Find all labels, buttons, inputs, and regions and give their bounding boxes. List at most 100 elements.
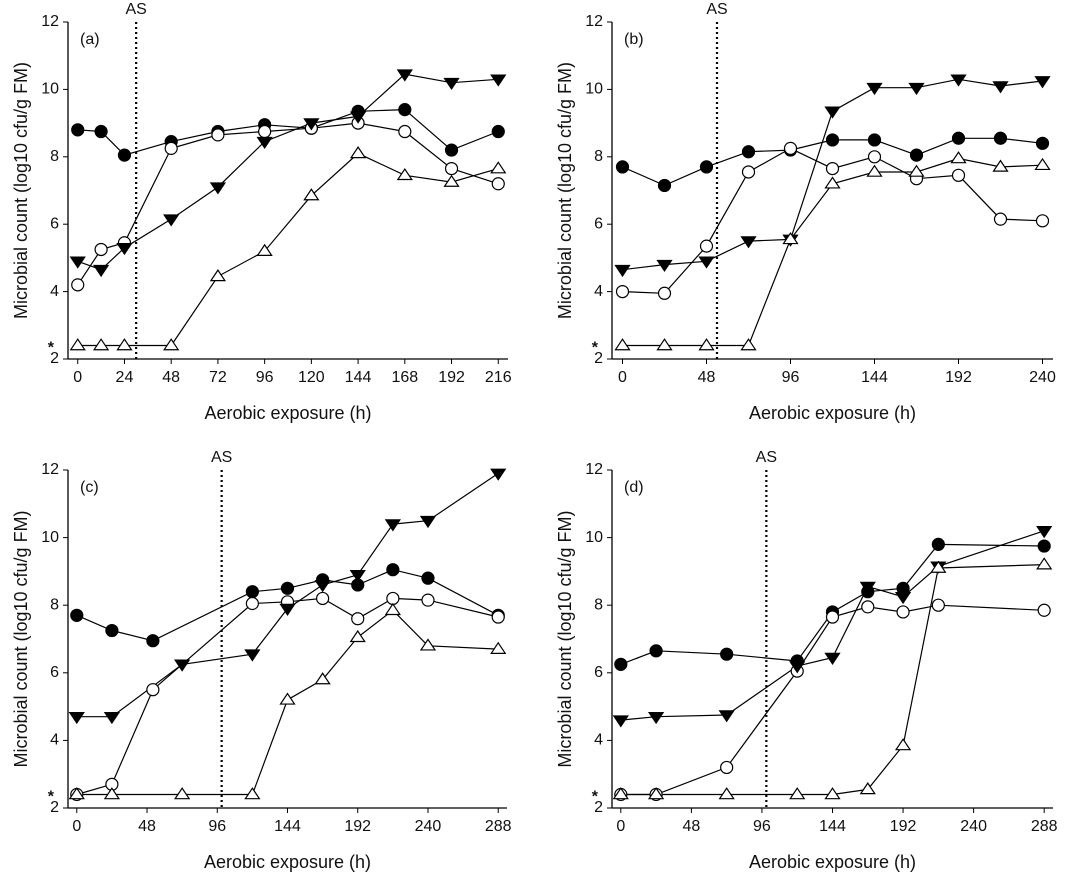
marker [825,161,840,176]
marker [657,178,672,193]
marker [931,598,945,612]
series-line [76,472,499,718]
x-tick-label: 144 [274,818,301,835]
marker [859,782,876,795]
x-axis-label: Aerobic exposure (h) [749,403,916,423]
marker [116,338,133,351]
marker [615,285,630,299]
marker [71,123,85,137]
y-axis-label: Microbial count (log10 cfu/g FM) [555,62,575,319]
marker [647,711,665,725]
y-tick-label: 8 [594,148,603,165]
marker [950,74,967,87]
x-axis-label: Aerobic exposure (h) [749,852,916,872]
marker [649,644,663,658]
axis-annotation: * [48,340,55,357]
x-tick-label: 120 [298,369,325,386]
marker [1036,526,1053,539]
marker [245,596,259,611]
marker [656,338,673,351]
marker [789,661,806,674]
series-line [620,564,1045,796]
marker [70,608,84,622]
y-tick-label: 12 [41,461,59,478]
marker [490,641,507,654]
x-tick-label: 240 [415,818,442,835]
x-tick-label: 24 [116,369,134,386]
series-line [620,604,1045,796]
marker [950,151,967,164]
marker [303,118,320,131]
marker [421,593,435,607]
marker [824,106,841,119]
marker [720,647,734,661]
marker [244,649,261,662]
panel-label: (b) [624,31,644,48]
marker [490,161,507,174]
y-tick-label: 6 [594,664,603,681]
marker [349,569,366,583]
marker [303,188,320,201]
marker [867,150,882,164]
marker [258,124,272,139]
marker [992,81,1009,94]
y-tick-label: 2 [50,799,59,816]
marker [164,141,178,155]
marker [398,124,412,139]
x-tick-label: 216 [485,369,512,386]
x-axis-label: Aerobic exposure (h) [204,852,371,872]
y-tick-label: 4 [50,283,59,300]
marker [909,148,924,162]
marker [491,610,505,624]
marker [279,692,296,705]
marker [656,259,673,273]
marker [421,571,435,585]
marker [894,591,912,605]
marker [740,338,757,351]
marker [699,239,714,253]
marker [1037,539,1051,553]
marker [866,164,883,177]
marker [951,168,966,182]
y-axis-label: Microbial count (log10 cfu/g FM) [555,510,575,767]
panel: 2 4 6 8 10 12 0 48 96 144 192 240 288 Aerobic exposur… [555,449,1058,872]
y-tick-label: 10 [585,529,603,546]
marker [1034,76,1051,89]
marker [386,591,400,606]
marker [825,610,840,624]
marker [94,242,108,257]
x-tick-label: 288 [1031,818,1058,835]
marker [1035,214,1050,228]
y-tick-label: 6 [594,215,603,232]
marker [612,715,629,728]
marker [861,600,875,614]
marker [614,657,628,671]
marker [92,338,110,351]
marker [396,167,413,181]
marker [490,468,507,481]
marker [1037,603,1051,617]
marker [146,683,160,697]
x-tick-label: 0 [73,369,82,386]
x-tick-label: 192 [945,369,972,386]
x-tick-label: 96 [753,818,771,835]
marker [783,141,798,155]
marker [824,787,841,800]
marker [94,124,108,139]
y-tick-label: 2 [50,350,59,367]
marker [824,176,841,189]
y-tick-label: 10 [41,81,59,98]
marker [419,515,437,529]
x-axis-label: Aerobic exposure (h) [204,403,371,423]
marker [490,74,507,87]
y-tick-label: 10 [41,529,59,546]
marker [398,103,412,117]
marker [163,214,180,227]
marker [209,182,227,195]
marker [163,338,180,351]
x-tick-label: 96 [256,369,274,386]
marker [174,659,191,672]
marker [209,269,227,282]
x-tick-label: 0 [72,818,81,835]
marker [256,136,273,150]
